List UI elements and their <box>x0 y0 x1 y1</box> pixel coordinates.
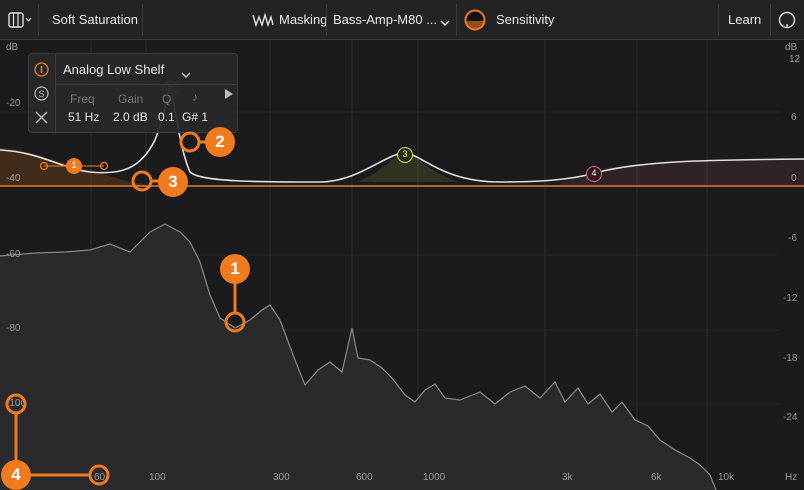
x-tick: 3k <box>562 472 573 483</box>
note-value: G# 1 <box>182 110 209 124</box>
gain-value[interactable]: 2.0 dB <box>113 110 148 124</box>
x-axis-unit: Hz <box>785 472 798 483</box>
freq-value[interactable]: 51 Hz <box>68 110 100 124</box>
right-tick: 6 <box>791 112 797 123</box>
left-tick: -60 <box>6 249 21 260</box>
right-tick: 12 <box>789 54 801 65</box>
freq-label: Freq <box>70 92 95 106</box>
x-tick: 600 <box>356 472 373 483</box>
left-tick: -80 <box>6 323 21 334</box>
annotation-marker-3: 3 <box>158 167 188 197</box>
learn-button[interactable]: Learn <box>728 12 762 27</box>
masking-source-select[interactable]: Bass-Amp-M80 ... <box>333 12 438 27</box>
band-3-fill <box>355 153 460 182</box>
question-icon[interactable] <box>778 11 796 29</box>
module-name[interactable]: Soft Saturation <box>52 12 138 27</box>
x-tick: 60 <box>94 472 106 483</box>
q-value[interactable]: 0.1 <box>158 110 175 124</box>
play-arrow-icon[interactable] <box>224 87 234 99</box>
band-4-node[interactable]: 4 <box>586 166 602 182</box>
masking-icon[interactable] <box>252 12 274 28</box>
band-3-node[interactable]: 3 <box>397 147 413 163</box>
chevron-down-icon[interactable] <box>181 66 191 78</box>
sensitivity-label: Sensitivity <box>496 12 555 27</box>
sensitivity-knob[interactable] <box>464 9 486 31</box>
close-icon[interactable] <box>35 111 48 124</box>
svg-text:S: S <box>38 89 44 99</box>
annotation-marker-1: 1 <box>220 254 250 284</box>
left-tick: -20 <box>6 98 21 109</box>
annotation-marker-2: 2 <box>205 127 235 157</box>
band-1-q-handle-right <box>99 161 109 171</box>
right-tick: -18 <box>783 353 798 364</box>
band-1-q-handle-left <box>39 161 49 171</box>
band-4-fill <box>560 159 804 186</box>
left-tick: -100 <box>6 398 27 409</box>
chevron-down-icon[interactable] <box>440 15 450 27</box>
band-panel: S Analog Low Shelf Freq Gain Q ♪ 51 Hz 2… <box>28 53 238 134</box>
note-icon: ♪ <box>192 90 198 104</box>
x-tick: 100 <box>149 472 166 483</box>
solo-icon[interactable]: S <box>34 86 49 101</box>
toolbar: Soft Saturation Masking Bass-Amp-M80 ...… <box>0 0 804 40</box>
q-label: Q <box>162 92 172 106</box>
spectrum-fill <box>0 224 716 490</box>
band-1-node[interactable]: 1 <box>66 158 82 174</box>
gain-label: Gain <box>118 92 144 106</box>
masking-label[interactable]: Masking <box>279 12 328 27</box>
spectrum-line <box>0 223 717 490</box>
left-axis-unit: dB <box>6 42 19 53</box>
columns-icon[interactable] <box>8 12 32 28</box>
right-tick: -6 <box>788 233 797 244</box>
right-tick: 0 <box>791 173 797 184</box>
x-tick: 6k <box>651 472 662 483</box>
power-icon[interactable] <box>34 62 49 77</box>
left-tick: -40 <box>6 173 21 184</box>
right-tick: -24 <box>783 412 798 423</box>
x-tick: 10k <box>718 472 735 483</box>
right-tick: -12 <box>783 293 798 304</box>
annotation-marker-4: 4 <box>1 460 31 490</box>
right-axis-unit: dB <box>785 42 798 53</box>
x-tick: 300 <box>273 472 290 483</box>
band-type-select[interactable]: Analog Low Shelf <box>63 62 165 77</box>
x-tick: 1000 <box>423 472 446 483</box>
